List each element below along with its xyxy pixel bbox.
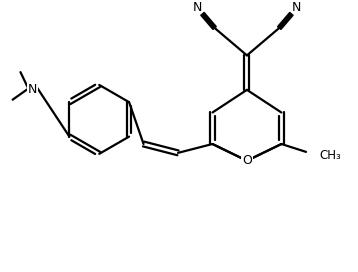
Text: N: N — [28, 83, 37, 96]
Text: O: O — [242, 154, 252, 167]
Text: N: N — [291, 1, 301, 14]
Text: CH₃: CH₃ — [320, 149, 342, 162]
Text: N: N — [193, 1, 202, 14]
